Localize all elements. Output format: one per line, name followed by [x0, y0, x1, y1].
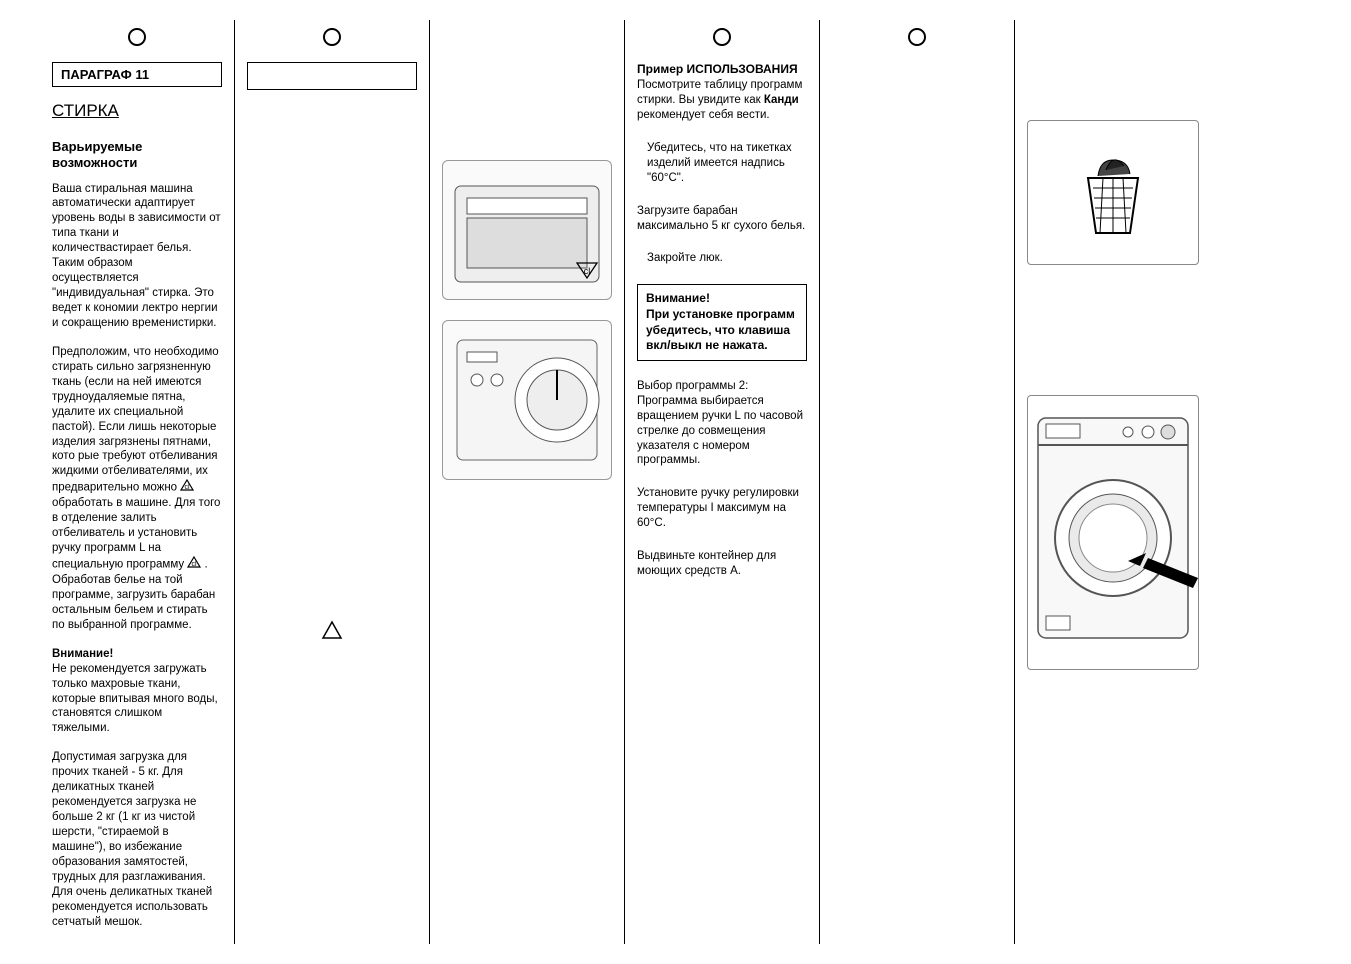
- example-intro: Пример ИСПОЛЬЗОВАНИЯ Посмотрите таблицу …: [637, 62, 807, 123]
- binder-ring-icon: [908, 28, 926, 46]
- paragraph-3: Не рекомендуется загружать только махров…: [52, 663, 218, 735]
- bleach-icon: cl: [180, 479, 194, 496]
- column-5: [820, 20, 1015, 944]
- chapter-box: ПАРАГРАФ 11: [52, 62, 222, 87]
- attention-block: Внимание! Не рекомендуется загружать тол…: [52, 647, 222, 737]
- step-4: Выбор программы 2: Программа выбирается …: [637, 379, 807, 469]
- step-3: Закройте люк.: [637, 251, 807, 266]
- section-heading: СТИРКА: [52, 101, 222, 121]
- sub-heading: Варьируемые возможности: [52, 139, 222, 172]
- step-2: Загрузите барабан максимально 5 кг сухог…: [637, 204, 807, 234]
- step-5: Установите ручку регулировки температуры…: [637, 486, 807, 531]
- step-1: Убедитесь, что на тикетках изделий имеет…: [637, 141, 807, 186]
- empty-title-box: [247, 62, 417, 90]
- paragraph-2: Предположим, что необходимо стирать силь…: [52, 345, 222, 633]
- paragraph-1: Ваша стиральная машина автоматически ада…: [52, 182, 222, 331]
- laundry-basket-illustration: [1027, 120, 1199, 265]
- example-title: Пример ИСПОЛЬЗОВАНИЯ: [637, 62, 798, 76]
- attention-label: Внимание!: [52, 648, 113, 660]
- binder-ring-icon: [713, 28, 731, 46]
- manual-page: ПАРАГРАФ 11 СТИРКА Варьируемые возможнос…: [0, 0, 1351, 964]
- column-6: [1015, 20, 1211, 944]
- washing-machine-dial-illustration: [442, 320, 612, 480]
- column-4: Пример ИСПОЛЬЗОВАНИЯ Посмотрите таблицу …: [625, 20, 820, 944]
- washing-machine-large-illustration: [1027, 395, 1199, 670]
- binder-ring-icon: [128, 28, 146, 46]
- column-2: [235, 20, 430, 944]
- detergent-drawer-illustration: cl: [442, 160, 612, 300]
- binder-ring-icon: [323, 28, 341, 46]
- column-1: ПАРАГРАФ 11 СТИРКА Варьируемые возможнос…: [40, 20, 235, 944]
- triangle-symbol: [247, 620, 417, 643]
- step-6: Выдвиньте контейнер для моющих средств А…: [637, 549, 807, 579]
- p2-part-a: Предположим, что необходимо стирать силь…: [52, 346, 219, 494]
- svg-text:cl: cl: [185, 484, 191, 491]
- svg-text:cl: cl: [192, 561, 198, 568]
- svg-text:cl: cl: [584, 266, 591, 276]
- paragraph-4: Допустимая загрузка для прочих тканей - …: [52, 750, 222, 929]
- warning-box: Внимание! При установке программ убедите…: [637, 284, 807, 360]
- example-subtitle: Посмотрите таблицу программ стирки. Вы у…: [637, 79, 802, 121]
- bleach-icon-2: cl: [187, 556, 201, 573]
- column-3: cl: [430, 20, 625, 944]
